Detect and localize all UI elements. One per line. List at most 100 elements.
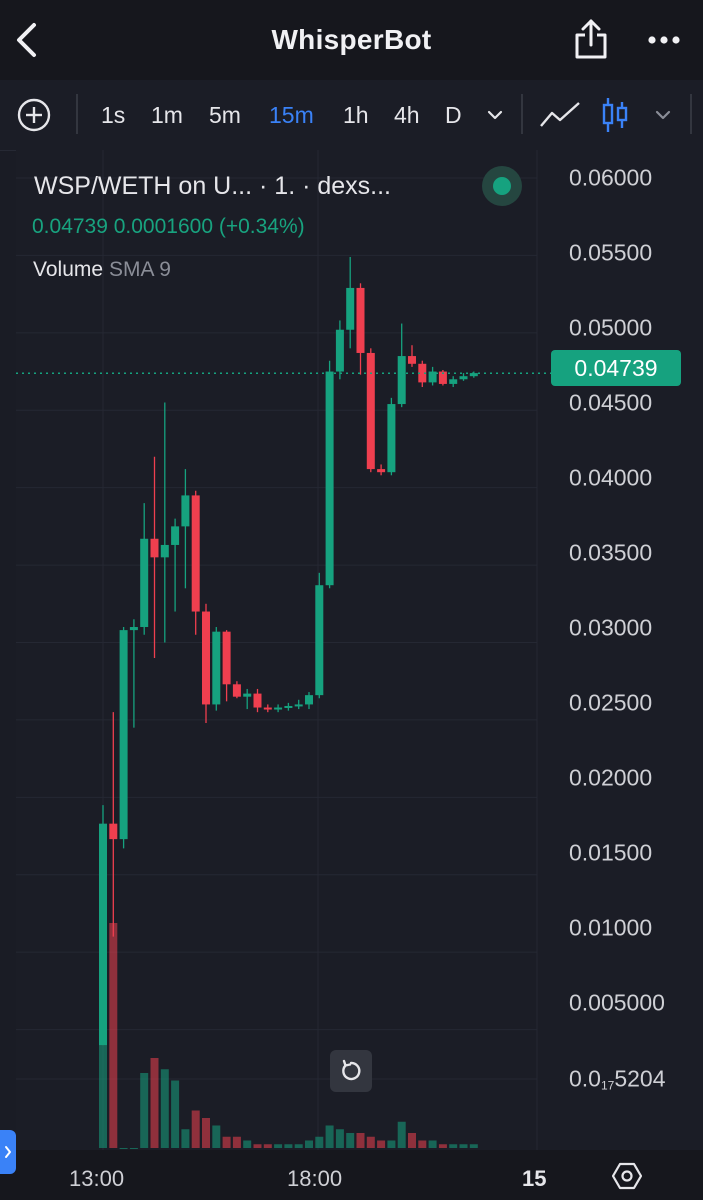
ohlc-values: 0.04739 0.0001600 (+0.34%) (32, 215, 305, 238)
reset-rotate-icon (342, 1059, 361, 1081)
candle-body (232, 684, 241, 697)
candle-body (469, 373, 478, 377)
add-indicator-button[interactable] (16, 80, 52, 150)
time-axis[interactable] (0, 1150, 703, 1200)
candle-body (160, 544, 169, 558)
volume-bar (294, 1144, 303, 1148)
volume-bar (397, 1121, 406, 1148)
candle-body (397, 356, 406, 405)
toolbar-divider (690, 94, 692, 134)
chart-settings-button[interactable] (611, 1161, 643, 1191)
volume-bar (305, 1140, 313, 1148)
volume-bar (408, 1133, 416, 1148)
candle-body (274, 707, 283, 710)
app-title: WhisperBot (271, 24, 432, 55)
interval-1s[interactable]: 1s (101, 101, 126, 128)
live-status-indicator[interactable] (482, 166, 522, 206)
candle-body (109, 823, 118, 840)
chart-type-dropdown[interactable] (654, 80, 672, 150)
candle-body (335, 329, 344, 372)
candle-body (325, 371, 334, 586)
volume-bar (428, 1140, 437, 1148)
candle-body (449, 379, 458, 384)
candle-body (459, 376, 468, 380)
interval-5m[interactable]: 5m (209, 101, 241, 128)
candle-body (243, 693, 252, 697)
volume-bar (263, 1144, 272, 1148)
line-chart-button[interactable] (539, 80, 581, 150)
candle-body (99, 823, 107, 1046)
volume-bar (438, 1144, 447, 1148)
volume-bar (315, 1136, 324, 1148)
min-price-zeros: 17 (600, 1078, 615, 1093)
app-header: WhisperBot (0, 0, 703, 80)
interval-1h[interactable]: 1h (343, 101, 369, 128)
volume-bar (171, 1080, 180, 1148)
time-tick-label: 13:00 (69, 1166, 125, 1191)
volume-bar (459, 1144, 468, 1148)
volume-bar (284, 1144, 293, 1148)
interval-dropdown[interactable] (486, 80, 504, 150)
volume-bar (253, 1144, 262, 1148)
volume-indicator-legend[interactable]: Volume SMA 9 (33, 258, 171, 282)
volume-bar (212, 1125, 221, 1148)
current-price-badge: 0.04739 (551, 350, 681, 386)
chart-toolbar: 1s 1m 5m 15m 1h 4h D (0, 80, 703, 151)
volume-bar (202, 1118, 210, 1148)
interval-4h[interactable]: 4h (394, 101, 420, 128)
candle-body (438, 371, 447, 384)
chevron-right-icon (5, 1146, 11, 1158)
volume-bar (325, 1125, 334, 1148)
price-tick-label: 0.01000 (569, 914, 653, 941)
more-horizontal-icon (648, 36, 680, 44)
price-tick-label: 0.04500 (569, 389, 653, 416)
side-panel-toggle[interactable] (0, 1130, 16, 1174)
live-dot-icon (493, 177, 511, 195)
volume-bar (99, 1001, 107, 1148)
candle-body (387, 404, 396, 473)
price-chart[interactable] (16, 150, 703, 1150)
candles-chart-button[interactable] (602, 80, 628, 150)
chart-pane[interactable] (16, 150, 703, 1150)
more-options-button[interactable] (646, 26, 682, 54)
back-button[interactable] (14, 22, 42, 58)
candle-body (428, 371, 437, 383)
volume-bar (335, 1129, 344, 1148)
candle-body (150, 538, 159, 558)
volume-sma-label: SMA 9 (109, 258, 171, 281)
price-tick-label: 0.005000 (569, 989, 665, 1016)
candle-body (305, 695, 313, 705)
volume-bar (181, 1129, 190, 1148)
volume-bar (109, 923, 118, 1148)
reset-chart-button[interactable] (330, 1050, 372, 1092)
volume-bar (191, 1110, 200, 1148)
candle-body (253, 693, 262, 708)
candle-body (119, 630, 128, 840)
volume-bar (222, 1136, 231, 1148)
settings-gear-icon (611, 1162, 643, 1190)
interval-15m[interactable]: 15m (269, 101, 314, 128)
candle-body (377, 469, 386, 473)
candle-body (263, 707, 272, 710)
volume-bar (377, 1140, 386, 1148)
min-price-tail: 5204 (614, 1065, 666, 1092)
volume-bar (140, 1073, 149, 1148)
price-tick-label: 0.05000 (569, 314, 653, 341)
volume-bar (243, 1140, 252, 1148)
symbol-title[interactable]: WSP/WETH on U... · 1. · dexs... (34, 172, 392, 200)
interval-1m[interactable]: 1m (151, 101, 183, 128)
chevron-down-icon (655, 110, 671, 120)
share-button[interactable] (574, 18, 608, 60)
volume-bar (129, 1148, 138, 1149)
interval-D[interactable]: D (445, 101, 462, 128)
candle-body (315, 585, 324, 696)
toolbar-divider (76, 94, 78, 134)
volume-bar (274, 1144, 283, 1148)
chevron-left-icon (17, 23, 36, 57)
volume-bar (387, 1140, 396, 1148)
volume-bar (119, 1148, 128, 1149)
volume-bar (449, 1144, 458, 1148)
candle-body (418, 363, 427, 383)
candle-body (408, 356, 416, 364)
price-tick-label: 0.03000 (569, 614, 653, 641)
